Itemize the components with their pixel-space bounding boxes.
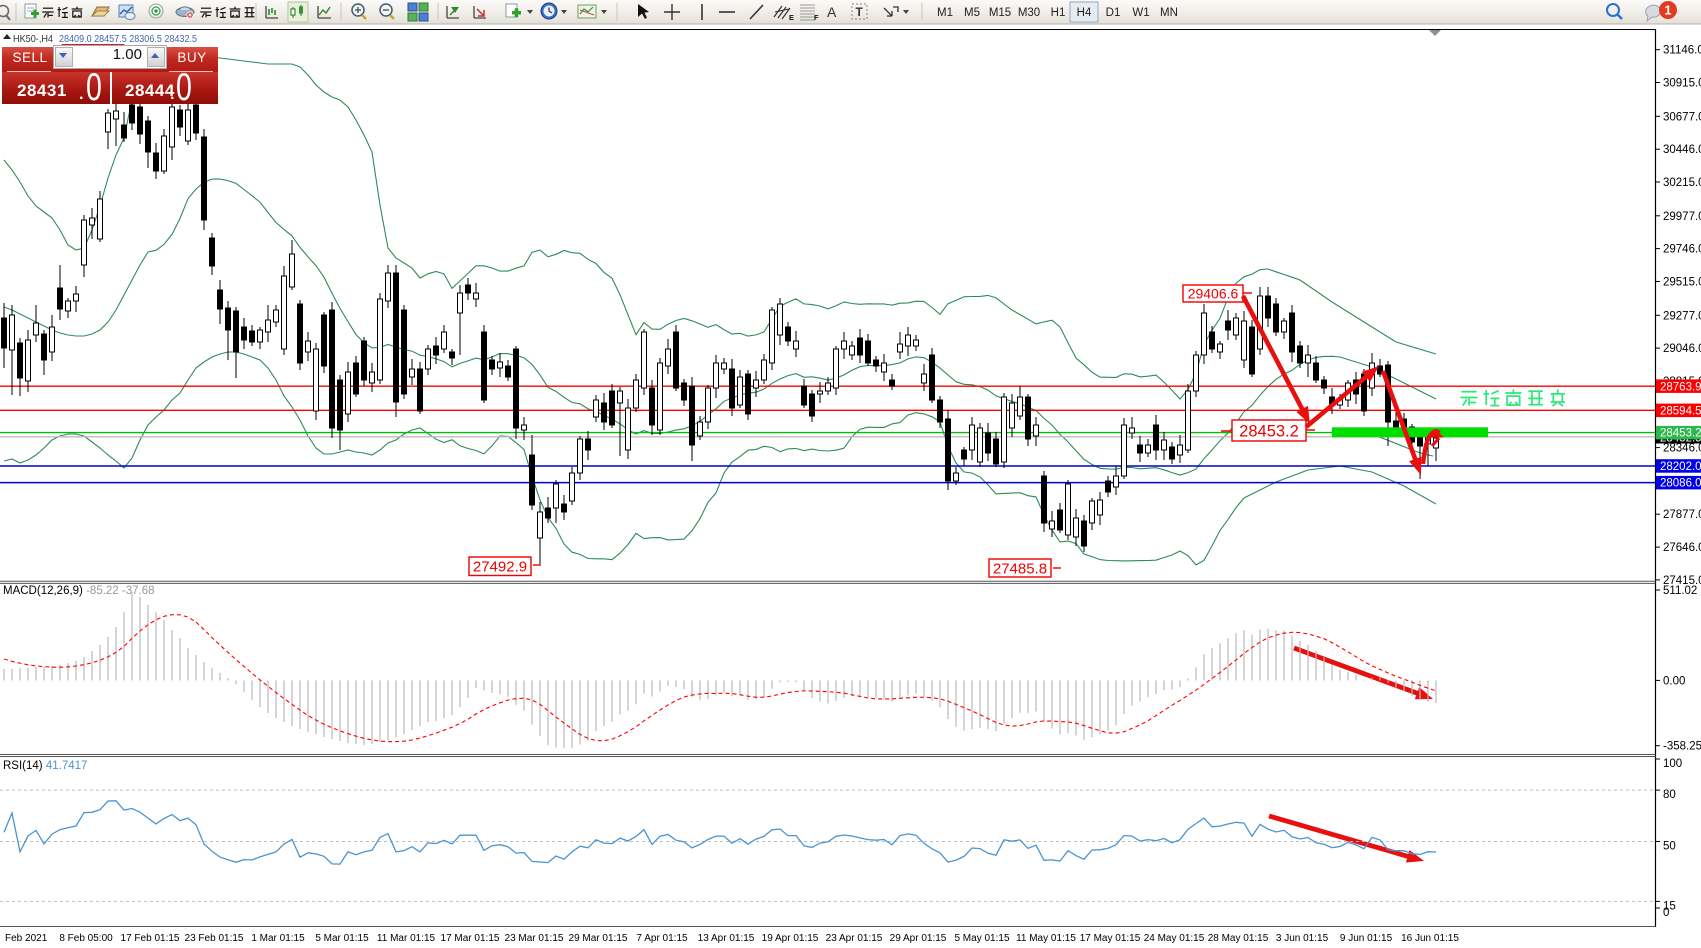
svg-text:M15: M15: [989, 7, 1011, 19]
svg-text:19 Apr 01:15: 19 Apr 01:15: [762, 933, 819, 944]
svg-text:MN: MN: [1160, 7, 1178, 19]
svg-text:28453.2: 28453.2: [1660, 428, 1701, 440]
svg-text:E: E: [789, 13, 794, 22]
svg-text:29046.0: 29046.0: [1663, 343, 1701, 355]
svg-text:11 Mar 01:15: 11 Mar 01:15: [377, 933, 436, 944]
svg-text:17 May 01:15: 17 May 01:15: [1080, 933, 1141, 944]
svg-text:28 May 01:15: 28 May 01:15: [1208, 933, 1269, 944]
svg-text:Feb 2021: Feb 2021: [5, 933, 48, 944]
svg-text:30677.0: 30677.0: [1663, 111, 1701, 123]
svg-text:29977.0: 29977.0: [1663, 211, 1701, 223]
svg-text:27485.8: 27485.8: [993, 560, 1047, 577]
svg-text:17 Feb 01:15: 17 Feb 01:15: [121, 933, 180, 944]
svg-text:F: F: [814, 13, 819, 22]
svg-text:31146.0: 31146.0: [1663, 45, 1701, 57]
svg-text:29515.0: 29515.0: [1663, 277, 1701, 289]
svg-text:27877.0: 27877.0: [1663, 509, 1701, 521]
svg-text:29 Mar 01:15: 29 Mar 01:15: [569, 933, 628, 944]
svg-text:5 May 01:15: 5 May 01:15: [954, 933, 1009, 944]
svg-text:24 May 01:15: 24 May 01:15: [1144, 933, 1205, 944]
svg-text:11 May 01:15: 11 May 01:15: [1016, 933, 1076, 944]
svg-text:-358.25: -358.25: [1663, 741, 1701, 753]
svg-text:30915.0: 30915.0: [1663, 78, 1701, 90]
svg-text:H1: H1: [1051, 7, 1066, 19]
svg-text:28594.5: 28594.5: [1660, 405, 1701, 417]
svg-text:16 Jun 01:15: 16 Jun 01:15: [1401, 933, 1459, 944]
svg-text:23 Mar 01:15: 23 Mar 01:15: [505, 933, 564, 944]
svg-text:28086.0: 28086.0: [1660, 478, 1701, 490]
svg-text:MACD(12,26,9) -85.22 -37.68: MACD(12,26,9) -85.22 -37.68: [3, 585, 155, 597]
svg-text:8 Feb 05:00: 8 Feb 05:00: [59, 933, 113, 944]
svg-text:D1: D1: [1106, 7, 1121, 19]
svg-text:17 Mar 01:15: 17 Mar 01:15: [441, 933, 500, 944]
svg-text:80: 80: [1663, 789, 1676, 801]
svg-text:15: 15: [1663, 900, 1676, 912]
svg-text:28202.0: 28202.0: [1660, 461, 1701, 473]
svg-text:W1: W1: [1132, 7, 1149, 19]
svg-text:511.02: 511.02: [1663, 585, 1697, 597]
svg-text:27415.0: 27415.0: [1663, 575, 1701, 587]
svg-text:28409.0 28457.5 28306.5 28432.: 28409.0 28457.5 28306.5 28432.5: [59, 34, 197, 45]
svg-text:M1: M1: [937, 7, 953, 19]
svg-text:27646.0: 27646.0: [1663, 542, 1701, 554]
svg-text:1: 1: [1665, 4, 1672, 18]
svg-text:50: 50: [1663, 841, 1676, 853]
svg-text:29 Apr 01:15: 29 Apr 01:15: [890, 933, 947, 944]
svg-text:13 Apr 01:15: 13 Apr 01:15: [698, 933, 755, 944]
svg-text:7 Apr 01:15: 7 Apr 01:15: [636, 933, 688, 944]
svg-text:28453.2: 28453.2: [1239, 422, 1299, 440]
svg-text:23 Apr 01:15: 23 Apr 01:15: [826, 933, 883, 944]
svg-text:1 Mar 01:15: 1 Mar 01:15: [251, 933, 305, 944]
svg-text:3 Jun 01:15: 3 Jun 01:15: [1276, 933, 1329, 944]
svg-text:9 Jun 01:15: 9 Jun 01:15: [1340, 933, 1393, 944]
svg-text:M5: M5: [964, 7, 980, 19]
svg-text:30446.0: 30446.0: [1663, 144, 1701, 156]
svg-text:5 Mar 01:15: 5 Mar 01:15: [315, 933, 369, 944]
svg-text:27492.9: 27492.9: [473, 559, 527, 576]
svg-text:HK50-,H4: HK50-,H4: [13, 33, 53, 45]
svg-text:100: 100: [1663, 758, 1682, 770]
svg-text:0.00: 0.00: [1663, 675, 1685, 687]
svg-text:28346.0: 28346.0: [1663, 443, 1701, 455]
svg-text:28763.9: 28763.9: [1660, 381, 1701, 393]
svg-text:29746.0: 29746.0: [1663, 244, 1701, 256]
svg-text:0: 0: [1663, 907, 1669, 919]
svg-text:29277.0: 29277.0: [1663, 310, 1701, 322]
svg-text:RSI(14) 41.7417: RSI(14) 41.7417: [3, 760, 87, 772]
svg-text:M30: M30: [1018, 7, 1040, 19]
svg-text:A: A: [827, 4, 837, 20]
svg-text:H4: H4: [1077, 7, 1092, 19]
svg-text:30215.0: 30215.0: [1663, 177, 1701, 189]
svg-text:T: T: [856, 5, 864, 19]
svg-text:23 Feb 01:15: 23 Feb 01:15: [185, 933, 244, 944]
svg-text:29406.6: 29406.6: [1188, 286, 1239, 302]
